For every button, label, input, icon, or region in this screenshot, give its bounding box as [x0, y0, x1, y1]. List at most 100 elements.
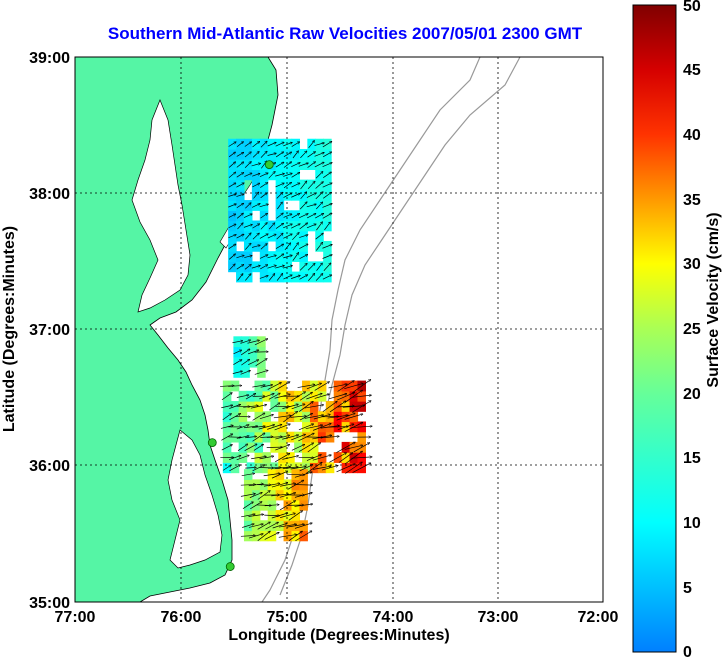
velocity-arrow [282, 435, 298, 440]
velocity-arrow [322, 401, 337, 412]
x-axis-label: Longitude (Degrees:Minutes) [228, 627, 449, 644]
velocity-arrow [322, 141, 332, 148]
velocity-arrow [284, 243, 291, 251]
velocity-arrow [251, 245, 260, 248]
velocity-arrow [251, 456, 266, 460]
velocity-arrow [267, 265, 276, 269]
velocity-arrow [254, 339, 268, 346]
velocity-arrow [252, 433, 265, 442]
y-tick-label: 37:00 [29, 322, 70, 339]
velocity-arrow [249, 492, 263, 498]
velocity-arrow [271, 483, 288, 488]
velocity-arrow [306, 455, 322, 461]
velocity-arrow [259, 204, 269, 208]
velocity-arrow [221, 445, 233, 451]
colorbar-tick-label: 40 [683, 127, 701, 144]
velocity-arrow [306, 393, 322, 400]
velocity-arrow [265, 522, 278, 530]
velocity-arrow [236, 183, 244, 188]
velocity-arrow [247, 350, 259, 355]
velocity-arrow [288, 531, 303, 541]
velocity-arrow [283, 162, 292, 168]
velocity-arrow [241, 359, 249, 366]
velocity-arrow [240, 370, 251, 375]
velocity-arrow [291, 275, 300, 279]
velocity-arrow [299, 244, 308, 250]
velocity-arrow [244, 142, 252, 147]
velocity-arrow [259, 255, 268, 259]
velocity-arrow [244, 264, 251, 270]
velocity-arrow [282, 266, 292, 269]
velocity-arrow [299, 263, 307, 271]
velocity-arrow [283, 255, 292, 259]
velocity-arrow [228, 235, 236, 239]
velocity-arrow [316, 222, 322, 231]
velocity-arrow [259, 415, 274, 420]
colorbar-tick-label: 20 [683, 386, 701, 403]
colorbar-tick-label: 35 [683, 192, 701, 209]
velocity-arrow [275, 183, 285, 188]
velocity-arrow [299, 465, 313, 472]
velocity-arrow [228, 183, 236, 188]
velocity-arrow [229, 414, 240, 421]
velocity-arrow [283, 152, 292, 158]
velocity-arrow [236, 234, 244, 239]
velocity-arrow [322, 203, 332, 208]
velocity-arrow [283, 275, 292, 280]
velocity-arrow [283, 411, 297, 423]
velocity-arrow [267, 234, 276, 239]
velocity-arrow [236, 152, 244, 157]
velocity-arrow [232, 341, 242, 344]
velocity-arrow [283, 142, 292, 147]
colorbar-tick-label: 25 [683, 321, 701, 338]
velocity-arrow [258, 425, 275, 430]
velocity-arrow [249, 502, 262, 510]
velocity-arrow [306, 204, 317, 208]
velocity-arrow [274, 467, 290, 470]
velocity-arrow [292, 252, 299, 261]
velocity-arrow [298, 401, 313, 412]
velocity-arrow [307, 181, 315, 190]
velocity-arrow [245, 243, 251, 250]
velocity-arrow [222, 465, 231, 471]
velocity-arrow [245, 203, 251, 209]
velocity-arrow [237, 444, 248, 451]
velocity-arrow [228, 162, 236, 168]
grid [75, 57, 603, 602]
velocity-arrow [322, 213, 332, 219]
velocity-arrow [286, 524, 305, 528]
velocity-arrow [320, 436, 340, 439]
velocity-arrow [314, 394, 330, 399]
velocity-arrow [328, 394, 347, 400]
velocity-arrow [291, 434, 305, 441]
velocity-arrow [236, 172, 244, 178]
velocity-arrow [252, 141, 260, 148]
velocity-arrow [263, 473, 281, 477]
velocity-arrow [294, 484, 312, 485]
velocity-arrow [292, 151, 299, 159]
velocity-arrow [245, 467, 256, 468]
velocity-arrow [337, 392, 354, 401]
y-tick-label: 38:00 [29, 186, 70, 203]
velocity-arrow [342, 406, 365, 408]
velocity-arrow [260, 223, 267, 230]
velocity-arrow [228, 172, 236, 178]
velocity-arrow [275, 142, 284, 147]
velocity-arrow [322, 183, 332, 188]
colorbar-tick-label: 10 [683, 515, 701, 532]
velocity-arrow [260, 193, 268, 199]
velocity-arrow [282, 404, 298, 409]
x-tick-label: 76:00 [161, 609, 202, 626]
velocity-arrow [236, 436, 249, 439]
velocity-arrow [315, 273, 323, 281]
colorbar-tick-label: 45 [683, 62, 701, 79]
velocity-arrow [292, 232, 299, 241]
velocity-arrow [306, 383, 322, 390]
velocity-arrow [338, 453, 353, 463]
velocity-arrow [260, 243, 267, 250]
velocity-arrow [260, 151, 267, 158]
velocity-arrow [269, 403, 280, 411]
velocity-arrow [306, 462, 322, 474]
velocity-arrow [299, 275, 308, 280]
velocity-arrow [233, 350, 242, 355]
